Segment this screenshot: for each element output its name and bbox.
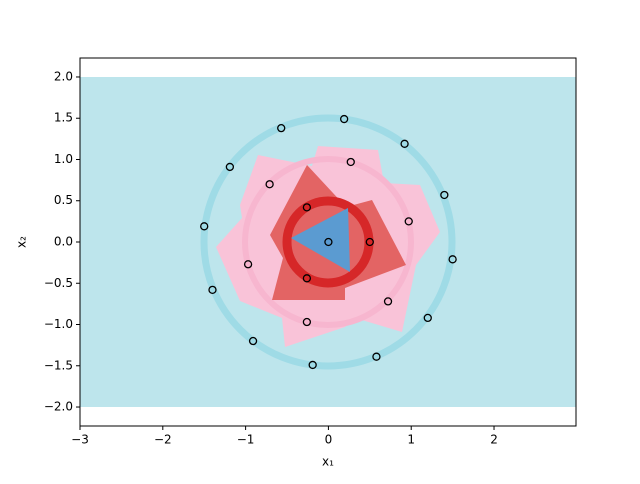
x-tick-label: −1 bbox=[237, 433, 255, 447]
y-tick-label: 1.0 bbox=[54, 152, 73, 166]
point bbox=[324, 237, 333, 247]
y-tick-label: −2.0 bbox=[44, 400, 73, 414]
y-tick-label: −0.5 bbox=[44, 276, 73, 290]
y-axis-label: x₂ bbox=[15, 236, 29, 248]
x-tick-label: 0 bbox=[325, 433, 333, 447]
point bbox=[448, 255, 457, 264]
point bbox=[383, 297, 393, 306]
y-tick-label: −1.0 bbox=[44, 317, 73, 331]
x-tick-label: −2 bbox=[154, 433, 172, 447]
y-tick-label: 1.5 bbox=[54, 111, 73, 125]
middle-ring bbox=[242, 156, 414, 328]
point bbox=[400, 139, 409, 148]
point bbox=[302, 274, 312, 283]
inner-ring bbox=[282, 196, 374, 288]
point bbox=[302, 203, 312, 212]
y-tick-label: −1.5 bbox=[44, 358, 73, 372]
x-tick-label: 2 bbox=[490, 433, 498, 447]
x-tick-label: −3 bbox=[71, 433, 89, 447]
outer-ring bbox=[200, 114, 456, 370]
regions bbox=[80, 77, 576, 407]
x-axis-label: x₁ bbox=[322, 455, 334, 469]
blue-region bbox=[291, 208, 350, 272]
y-tick-label: 0.5 bbox=[54, 193, 73, 207]
y-tick-label: 2.0 bbox=[54, 69, 73, 83]
point bbox=[277, 123, 286, 133]
point bbox=[308, 360, 317, 370]
point bbox=[200, 222, 209, 231]
point bbox=[339, 114, 349, 124]
point bbox=[440, 190, 449, 200]
point bbox=[248, 336, 258, 346]
point bbox=[225, 162, 235, 172]
x-tick-label: 1 bbox=[407, 433, 415, 447]
y-tick-label: 0.0 bbox=[54, 235, 73, 249]
point bbox=[423, 313, 432, 323]
point bbox=[365, 237, 374, 247]
point bbox=[372, 352, 381, 361]
point bbox=[265, 180, 274, 189]
point bbox=[302, 317, 312, 327]
point bbox=[346, 157, 355, 167]
point bbox=[243, 260, 253, 269]
point bbox=[208, 285, 217, 295]
point bbox=[404, 217, 413, 226]
